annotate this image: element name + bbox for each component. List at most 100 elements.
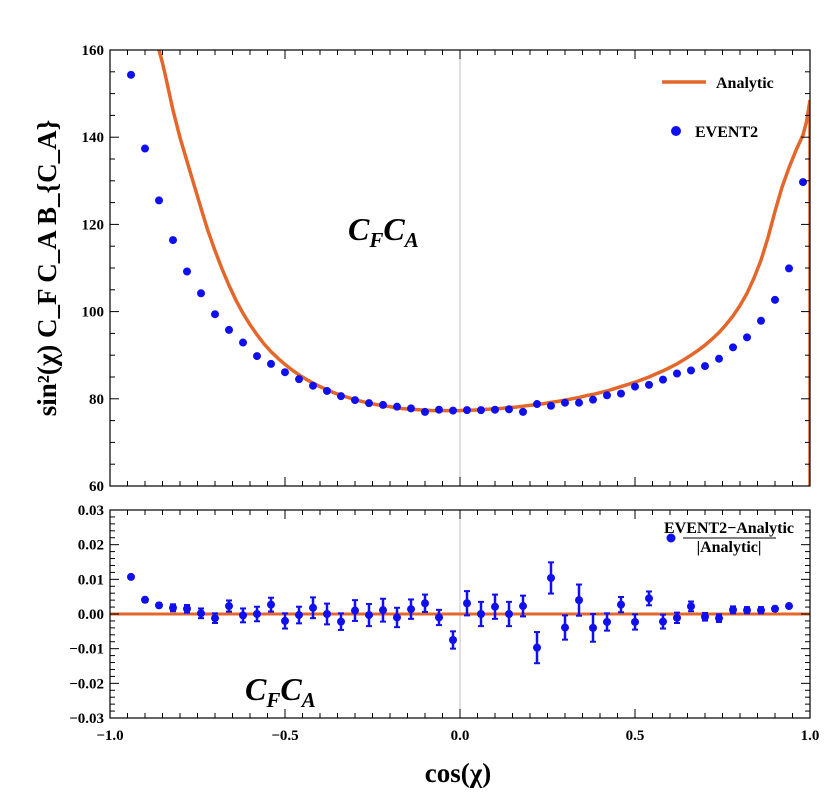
event2-point — [701, 362, 709, 371]
event2-point — [659, 375, 667, 384]
y-tick-label: 0.01 — [78, 572, 104, 588]
event2-point — [715, 354, 723, 363]
event2-point — [617, 389, 625, 398]
residual-point — [393, 613, 401, 622]
y-tick-label: 120 — [82, 217, 105, 233]
analytic-curve — [157, 50, 810, 486]
residual-point — [701, 612, 709, 621]
y-tick-label: 0.02 — [78, 538, 104, 554]
legend-analytic-label: Analytic — [716, 75, 774, 92]
event2-point — [757, 316, 765, 325]
residual-point — [547, 573, 555, 582]
y-tick-label: 100 — [82, 305, 105, 321]
event2-point — [183, 267, 191, 276]
residual-point — [617, 600, 625, 609]
residual-point — [631, 617, 639, 626]
event2-point — [155, 196, 163, 205]
residual-point — [645, 594, 653, 603]
residual-point — [253, 610, 261, 618]
event2-point — [281, 368, 289, 377]
top-legend: Analytic EVENT2 — [662, 75, 774, 141]
residual-point — [309, 603, 317, 612]
bottom-legend: EVENT2−Analytic |Analytic| — [664, 520, 794, 556]
event2-point — [295, 375, 303, 384]
residual-point — [421, 599, 429, 608]
event2-point — [575, 398, 583, 407]
residual-point — [281, 616, 289, 625]
residual-points-group — [127, 561, 793, 665]
event2-point — [211, 310, 219, 319]
y-tick-label: 160 — [82, 43, 105, 59]
event2-point — [673, 369, 681, 378]
event2-point — [519, 407, 527, 416]
residual-point — [505, 610, 513, 618]
event2-point — [505, 405, 513, 414]
residual-point — [267, 600, 275, 609]
top-ylabel: sin²(χ) C_F C_A B_{C_A} — [32, 120, 62, 417]
residual-point — [589, 623, 597, 632]
event2-point — [687, 366, 695, 375]
residual-point — [337, 617, 345, 626]
residual-point — [519, 602, 527, 611]
event2-point — [323, 386, 331, 395]
legend-event2-marker — [671, 126, 681, 136]
event2-point — [547, 401, 555, 410]
residual-point — [743, 606, 751, 615]
event2-point — [603, 391, 611, 400]
event2-point — [141, 144, 149, 153]
x-tick-label: −1.0 — [96, 728, 123, 744]
bottom-ytick-labels: −0.03 −0.02 −0.01 0.00 0.01 0.02 0.03 — [69, 503, 104, 727]
residual-point — [673, 613, 681, 622]
bottom-panel: −0.03 −0.02 −0.01 0.00 0.01 0.02 0.03 −1.0 −0.5… — [69, 503, 819, 788]
event2-point — [267, 359, 275, 368]
residual-point — [435, 613, 443, 622]
event2-point — [645, 380, 653, 389]
residual-point — [491, 602, 499, 611]
residual-point — [211, 614, 219, 623]
residual-point — [757, 606, 765, 615]
legend-residual-denominator: |Analytic| — [697, 539, 762, 556]
residual-point — [477, 610, 485, 618]
residual-point — [785, 602, 793, 611]
x-tick-label: 1.0 — [801, 728, 820, 744]
y-tick-label: 60 — [89, 479, 104, 495]
residual-point — [183, 604, 191, 613]
event2-point — [225, 325, 233, 334]
event2-point — [351, 396, 359, 405]
y-tick-label: 80 — [89, 392, 104, 408]
residual-point — [239, 611, 247, 620]
residual-point — [127, 572, 135, 581]
legend-residual-numerator: EVENT2−Analytic — [664, 520, 794, 537]
bottom-xlabel: cos(χ) — [425, 758, 491, 788]
event2-point — [561, 398, 569, 407]
residual-point — [603, 617, 611, 626]
event2-point — [435, 405, 443, 414]
residual-point — [407, 605, 415, 614]
event2-point — [379, 400, 387, 409]
event2-point — [169, 236, 177, 245]
event2-point — [631, 382, 639, 391]
y-tick-label: −0.03 — [69, 711, 104, 727]
event2-point — [477, 406, 485, 415]
event2-point — [309, 381, 317, 390]
y-tick-label: −0.02 — [69, 676, 104, 692]
event2-point — [449, 406, 457, 415]
top-annotation: CFCA — [348, 211, 419, 252]
residual-point — [169, 603, 177, 612]
event2-point — [785, 264, 793, 273]
top-ytick-labels: 60 80 100 120 140 160 — [82, 43, 105, 495]
event2-point — [463, 406, 471, 415]
event2-point — [771, 295, 779, 304]
analytic-curve-group — [157, 50, 810, 486]
residual-point — [379, 606, 387, 615]
x-tick-label: −0.5 — [271, 728, 298, 744]
residual-point — [197, 609, 205, 618]
residual-point — [323, 610, 331, 618]
residual-point — [225, 602, 233, 611]
event2-point — [365, 399, 373, 408]
residual-point — [365, 611, 373, 620]
residual-point — [715, 614, 723, 623]
residual-point — [575, 596, 583, 605]
event2-point — [421, 407, 429, 416]
residual-point — [561, 623, 569, 632]
